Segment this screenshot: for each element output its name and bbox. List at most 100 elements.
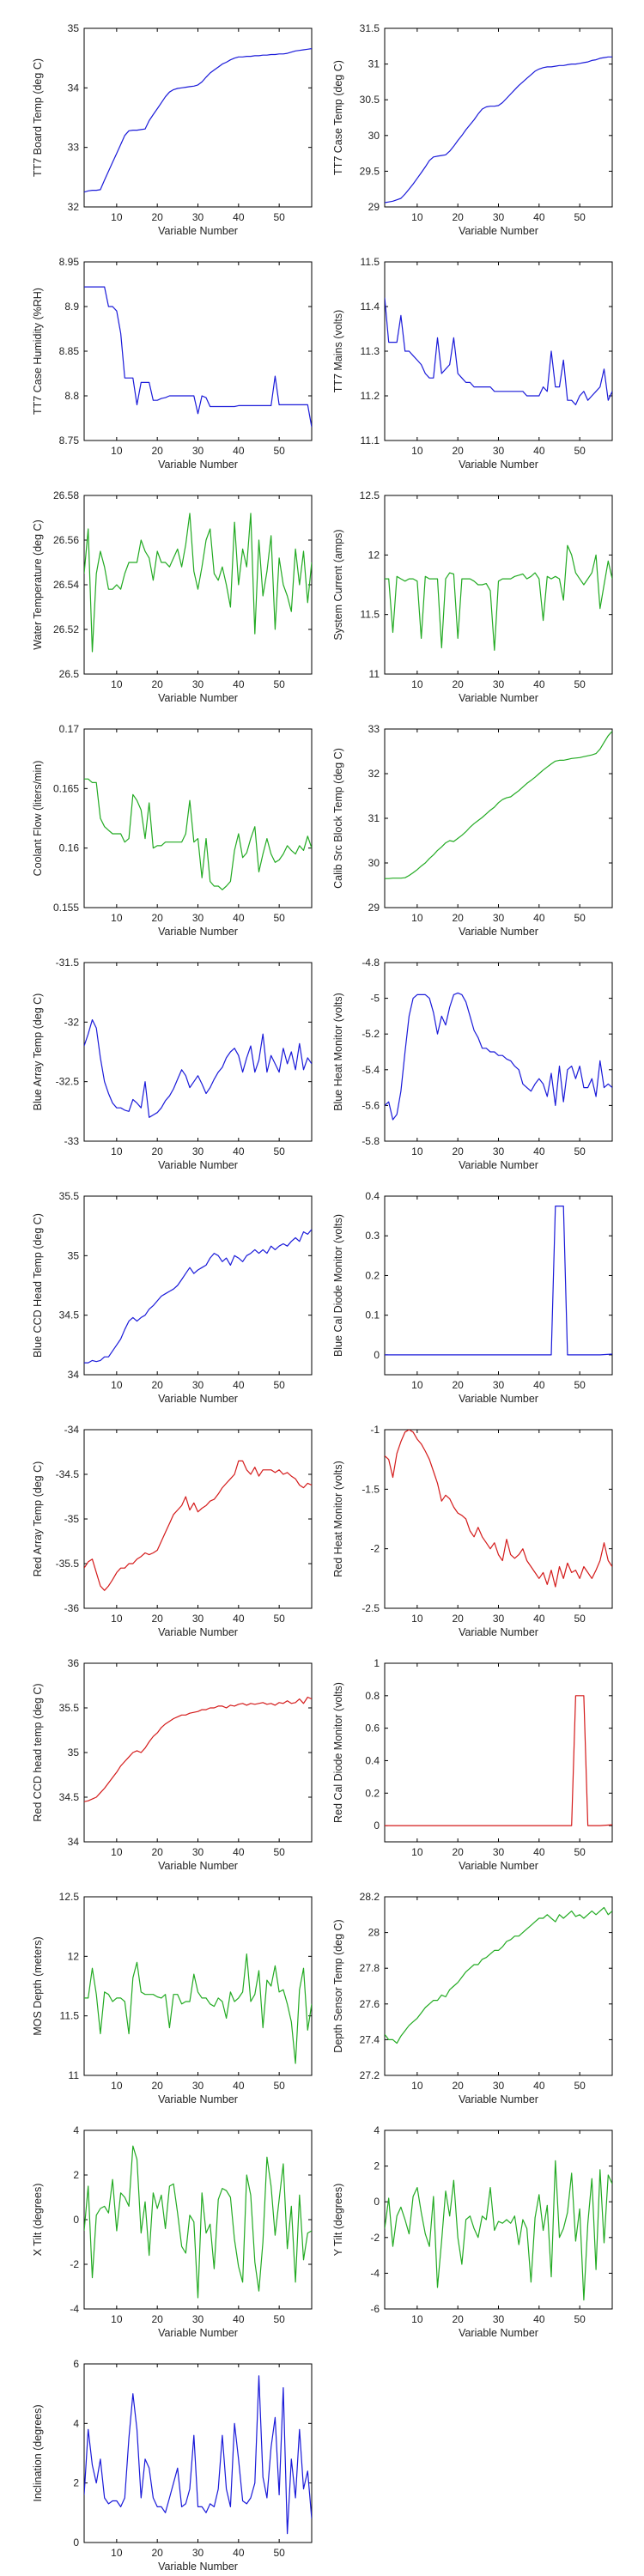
y-tick-label: 31 (368, 812, 380, 824)
x-tick-label: 20 (452, 1613, 464, 1625)
x-tick-label: 30 (192, 2080, 204, 2092)
y-tick-label: 8.95 (59, 256, 80, 268)
x-axis-label: Variable Number (158, 1393, 238, 1405)
x-tick-label: 20 (452, 1379, 464, 1391)
chart-panel: 10 20 30 40 50 8.75 8.8 8.85 8.9 8.95 Variable Num… (32, 256, 313, 471)
x-tick-label: 50 (273, 1145, 285, 1157)
y-tick-label: -1.5 (361, 1483, 380, 1495)
x-tick-label: 40 (533, 2313, 545, 2325)
y-tick-label: 8.85 (59, 345, 80, 357)
series-line (385, 544, 612, 651)
x-axis-label: Variable Number (459, 2327, 538, 2339)
y-tick-label: -31.5 (56, 957, 80, 969)
x-axis-label: Variable Number (459, 2093, 538, 2105)
y-tick-label: 26.56 (53, 534, 79, 546)
y-axis-label: TT7 Case Temp (deg C) (332, 60, 344, 175)
series-line (385, 56, 612, 204)
x-tick-label: 50 (273, 1613, 285, 1625)
chart-panel: 10 20 30 40 50 34 34.5 35 35.5 Variable Number Blu… (32, 1190, 313, 1405)
plot-frame (83, 1429, 313, 1609)
y-axis-label: System Current (amps) (332, 529, 344, 640)
y-tick-label: 30.5 (360, 94, 380, 106)
y-tick-label: 2 (73, 2477, 79, 2489)
x-tick-label: 30 (493, 211, 505, 223)
y-tick-label: -34 (64, 1424, 80, 1436)
y-tick-label: -2 (370, 2232, 380, 2244)
x-tick-label: 30 (192, 912, 204, 924)
y-tick-label: 4 (73, 2417, 79, 2429)
x-tick-label: 30 (493, 678, 505, 690)
series-line (385, 1906, 612, 2044)
series-line (84, 1953, 312, 2064)
plot-frame (83, 728, 313, 908)
y-tick-label: 28.2 (360, 1891, 380, 1903)
y-tick-label: -5.6 (361, 1099, 380, 1111)
x-axis-label: Variable Number (459, 926, 538, 938)
y-tick-label: 34 (68, 1369, 80, 1381)
x-tick-label: 20 (452, 912, 464, 924)
chart-panel: 10 20 30 40 50 34 34.5 35 35.5 36 Variable Number R… (32, 1657, 313, 1872)
y-axis-label: Calib Src Block Temp (deg C) (332, 748, 344, 889)
x-tick-label: 40 (533, 912, 545, 924)
y-tick-label: 0.4 (365, 1754, 380, 1766)
y-tick-label: -35 (64, 1513, 80, 1525)
x-tick-label: 30 (493, 445, 505, 457)
y-tick-label: -5 (370, 993, 380, 1005)
plot-frame (384, 261, 613, 441)
y-tick-label: 11.5 (361, 609, 380, 621)
x-tick-label: 40 (233, 211, 245, 223)
x-tick-label: 10 (411, 445, 423, 457)
x-tick-label: 10 (411, 2313, 423, 2325)
y-axis-label: Red Array Temp (deg C) (32, 1461, 44, 1577)
x-axis-label: Variable Number (158, 692, 238, 704)
x-tick-label: 10 (111, 1145, 123, 1157)
x-tick-label: 40 (533, 1613, 545, 1625)
x-tick-label: 10 (111, 912, 123, 924)
y-tick-label: 29.5 (360, 165, 380, 177)
y-tick-label: 8.75 (59, 434, 80, 447)
x-tick-label: 20 (452, 2313, 464, 2325)
y-axis-label: Red CCD head temp (deg C) (32, 1683, 44, 1821)
x-tick-label: 50 (574, 1846, 586, 1858)
x-axis-label: Variable Number (158, 1860, 238, 1872)
chart-panel: 10 20 30 40 50 29 30 31 32 33 Variable Number Calib… (332, 723, 613, 938)
x-tick-label: 10 (111, 211, 123, 223)
x-tick-label: 10 (111, 445, 123, 457)
x-tick-label: 10 (411, 2080, 423, 2092)
y-tick-label: 0 (73, 2537, 79, 2549)
y-axis-label: Y Tilt (degrees) (332, 2184, 344, 2257)
plot-frame (384, 962, 613, 1142)
y-tick-label: 6 (73, 2358, 79, 2370)
series-line (84, 1460, 312, 1591)
y-tick-label: 26.5 (59, 668, 80, 680)
plot-frame (83, 1662, 313, 1843)
x-tick-label: 50 (273, 1379, 285, 1391)
y-tick-label: 0.1 (365, 1309, 380, 1321)
y-tick-label: 31.5 (360, 22, 380, 34)
y-tick-label: -5.2 (361, 1028, 380, 1040)
y-tick-label: 35 (68, 1249, 80, 1261)
x-axis-label: Variable Number (459, 1860, 538, 1872)
chart-panel: 10 20 30 40 50 32 33 34 35 Variable Number TT7 Boa… (32, 22, 313, 237)
y-tick-label: -34.5 (56, 1468, 80, 1480)
x-tick-label: 30 (493, 912, 505, 924)
y-axis-label: Blue Cal Diode Monitor (volts) (332, 1214, 344, 1357)
chart-panel: 10 20 30 40 50 11.1 11.2 11.3 11.4 11.5 Variable N… (332, 256, 613, 471)
x-tick-label: 40 (533, 2080, 545, 2092)
y-tick-label: 31 (368, 58, 380, 70)
y-tick-label: 34.5 (59, 1309, 80, 1321)
plot-frame (83, 1896, 313, 2076)
x-tick-label: 50 (273, 2547, 285, 2559)
y-tick-label: 12 (68, 1950, 80, 1962)
series-line (385, 297, 612, 405)
y-axis-label: X Tilt (degrees) (32, 2184, 44, 2257)
y-tick-label: 11.5 (361, 256, 380, 268)
y-tick-label: 26.52 (53, 623, 79, 635)
plot-frame (384, 1896, 613, 2076)
x-tick-label: 40 (533, 678, 545, 690)
x-tick-label: 20 (151, 211, 163, 223)
x-tick-label: 40 (533, 1846, 545, 1858)
x-tick-label: 20 (151, 678, 163, 690)
x-tick-label: 30 (192, 445, 204, 457)
